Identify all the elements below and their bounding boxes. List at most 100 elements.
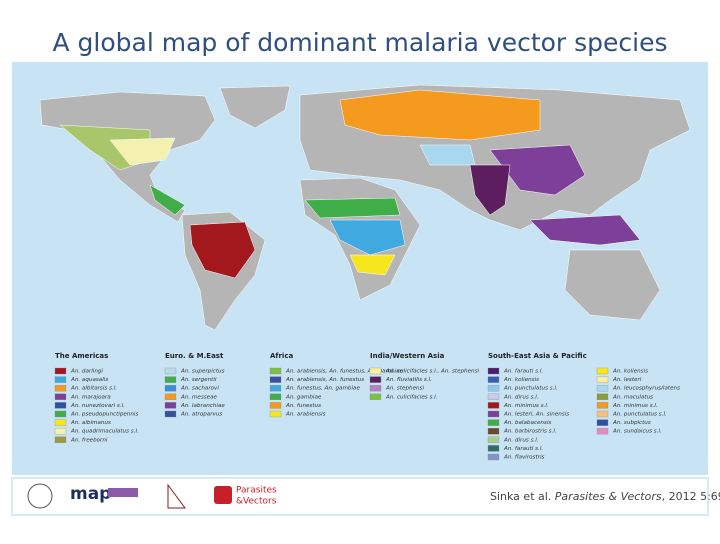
legend-label: An. culicifacies s.l. bbox=[385, 394, 438, 400]
legend-label: An. sundaicus s.l. bbox=[612, 429, 662, 435]
map-logo: map bbox=[70, 484, 111, 504]
legend-label: An. farauti s.l. bbox=[503, 369, 543, 375]
legend-label: An. sacharovi bbox=[180, 386, 219, 392]
wellcome-logo bbox=[167, 483, 186, 509]
legend-label: An. messeae bbox=[180, 394, 218, 400]
legend-swatch bbox=[487, 428, 500, 435]
legend-swatch bbox=[54, 376, 67, 383]
legend-swatch bbox=[487, 402, 500, 409]
legend-swatch bbox=[54, 393, 67, 400]
legend-swatch bbox=[596, 367, 609, 375]
citation-journal: Parasites & Vectors bbox=[555, 490, 662, 503]
title: A global map of dominant malaria vector … bbox=[52, 28, 667, 57]
legend-swatch bbox=[164, 385, 177, 392]
legend-swatch bbox=[369, 385, 382, 392]
legend-swatch bbox=[164, 402, 177, 409]
legend-heading: Africa bbox=[270, 352, 293, 360]
legend-label: An. arabiensis bbox=[285, 412, 326, 418]
legend-label: An. leucosphyrus/latens bbox=[612, 386, 680, 392]
footer-frame bbox=[11, 477, 709, 516]
oxford-logo bbox=[27, 483, 53, 509]
legend-label: An. funestus bbox=[285, 403, 321, 409]
legend-label: An. koliensis bbox=[503, 377, 539, 383]
legend-label: An. atroparvus bbox=[180, 412, 222, 418]
legend-swatch bbox=[487, 410, 500, 418]
legend-swatch bbox=[487, 376, 500, 383]
legend-swatch bbox=[596, 393, 609, 400]
legend-label: An. balabacensis bbox=[503, 420, 551, 426]
legend-label: An. stephensi bbox=[385, 386, 424, 392]
legend-label: An. superpictus bbox=[180, 369, 225, 375]
legend-heading: The Americas bbox=[55, 352, 108, 360]
legend-swatch bbox=[596, 419, 609, 426]
legend-swatch bbox=[54, 385, 67, 392]
legend-swatch bbox=[164, 367, 177, 375]
legend-label: An. quadrimaculatus s.l. bbox=[70, 429, 139, 435]
legend-label: An. funestus, An. gambiae bbox=[285, 386, 360, 392]
legend-swatch bbox=[269, 393, 282, 400]
legend-swatch bbox=[54, 410, 67, 418]
legend-swatch bbox=[54, 419, 67, 426]
legend-swatch bbox=[369, 376, 382, 383]
legend-swatch bbox=[269, 376, 282, 383]
legend-swatch bbox=[487, 393, 500, 400]
legend-label: An. albitarsis s.l. bbox=[70, 386, 117, 392]
legend-label: An. sergentii bbox=[180, 377, 217, 383]
legend-swatch bbox=[596, 428, 609, 435]
legend-swatch bbox=[596, 402, 609, 409]
legend-label: An. gambiae bbox=[285, 394, 322, 400]
legend-label: An. pseudopunctipennis bbox=[70, 412, 138, 418]
legend-swatch bbox=[164, 410, 177, 418]
legend-swatch bbox=[54, 428, 67, 435]
legend-swatch bbox=[54, 367, 67, 375]
legend-swatch bbox=[54, 436, 67, 443]
legend-swatch bbox=[487, 453, 500, 461]
legend-swatch bbox=[164, 393, 177, 400]
legend-label: An. dirus s.l. bbox=[503, 394, 539, 400]
legend-label: An. arabiensis, An. funestus bbox=[285, 377, 364, 383]
legend-heading: South-East Asia & Pacific bbox=[488, 352, 587, 360]
legend-swatch bbox=[487, 419, 500, 426]
legend-label: An. aquasalis bbox=[70, 377, 108, 383]
journal-logo-1: Parasites bbox=[236, 486, 277, 496]
legend-label: An. dirus s.l. bbox=[503, 437, 539, 443]
legend-swatch bbox=[487, 445, 500, 452]
map-logo-strip bbox=[108, 488, 138, 497]
citation-authors: Sinka et al. bbox=[490, 490, 555, 503]
legend-swatch bbox=[487, 367, 500, 375]
legend-swatch bbox=[487, 385, 500, 392]
legend-heading: India/Western Asia bbox=[370, 352, 445, 360]
journal-icon bbox=[214, 486, 232, 504]
legend-swatch bbox=[269, 385, 282, 392]
legend-heading: Euro. & M.East bbox=[165, 352, 224, 360]
legend-swatch bbox=[269, 402, 282, 409]
legend-swatch bbox=[487, 436, 500, 443]
citation: Sinka et al. Parasites & Vectors, 2012 5… bbox=[490, 490, 720, 503]
legend-label: An. labranchiae bbox=[180, 403, 225, 409]
legend-label: An. marajoara bbox=[70, 394, 111, 400]
legend-swatch bbox=[596, 376, 609, 383]
legend-label: An. farauti s.l. bbox=[503, 446, 543, 452]
legend-label: An. nuneztovari s.l. bbox=[70, 403, 125, 409]
legend-label: An. punctulatus s.l. bbox=[503, 386, 558, 392]
legend-label: An. koliensis bbox=[612, 369, 648, 375]
legend-label: An. minimus s.l. bbox=[503, 403, 549, 409]
legend-label: An. punctulatus s.l. bbox=[612, 412, 667, 418]
citation-details: , 2012 5:69 bbox=[662, 490, 720, 503]
legend-swatch bbox=[596, 385, 609, 392]
legend-swatch bbox=[164, 376, 177, 383]
legend-label: An. flavirostris bbox=[503, 455, 545, 461]
legend-label: An. barbirostris s.l. bbox=[503, 429, 557, 435]
legend-swatch bbox=[269, 410, 282, 418]
legend-label: An. minimus s.l. bbox=[612, 403, 658, 409]
legend-label: An. culicifacies s.l., An. stephensi bbox=[385, 369, 480, 375]
legend-swatch bbox=[369, 393, 382, 400]
legend-label: An. arabiensis, An. funestus, An. gambia… bbox=[285, 369, 404, 375]
legend-swatch bbox=[269, 367, 282, 375]
legend-label: An. lesteri bbox=[612, 377, 642, 383]
legend-label: An. freeborni bbox=[70, 437, 108, 443]
legend-label: An. lesteri, An. sinensis bbox=[503, 412, 569, 418]
legend-swatch bbox=[54, 402, 67, 409]
